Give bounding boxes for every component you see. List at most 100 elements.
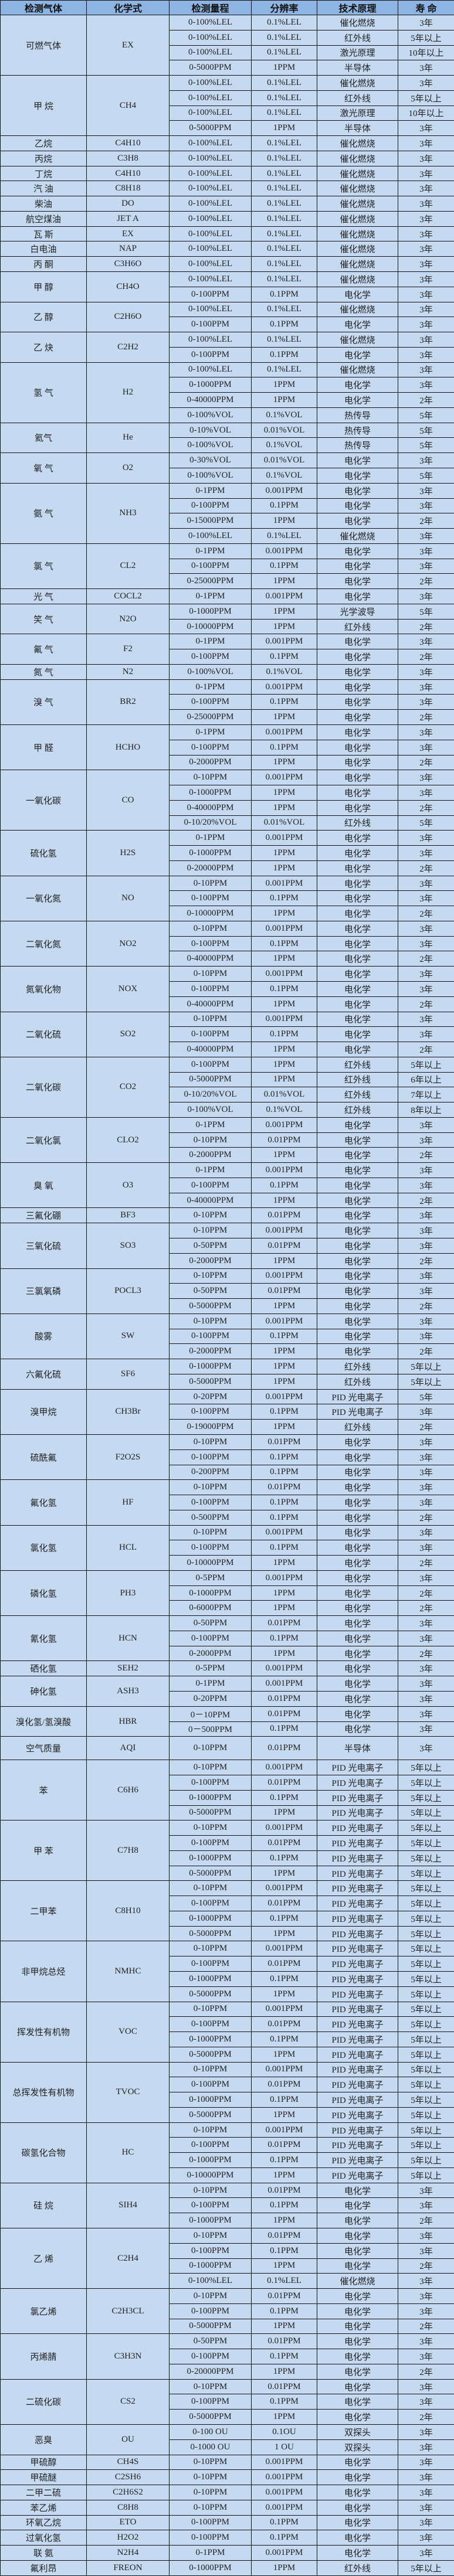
lifetime-cell: 5年	[398, 604, 454, 619]
range-cell: 0-5000PPM	[170, 1866, 252, 1881]
resolution-cell: 0.1PPM	[252, 1027, 317, 1042]
principle-cell: 电化学	[317, 2379, 398, 2394]
resolution-cell: 0.001PPM	[252, 1223, 317, 1238]
principle-cell: 催化燃烧	[317, 181, 398, 196]
range-cell: 0-10PPM	[170, 1012, 252, 1027]
resolution-cell: 1PPM	[252, 1374, 317, 1389]
range-cell: 0-2000PPM	[170, 1646, 252, 1661]
principle-cell: 电化学	[317, 982, 398, 997]
range-cell: 0-1PPM	[170, 831, 252, 846]
lifetime-cell: 2年	[398, 2213, 454, 2228]
gas-name-cell: 苯乙烯	[1, 2500, 87, 2515]
lifetime-cell: 8年以上	[398, 1102, 454, 1118]
lifetime-cell: 3年	[398, 1012, 454, 1027]
principle-cell: PID 光电离子	[317, 2032, 398, 2047]
gas-name-cell: 硫化氢	[1, 831, 87, 876]
principle-cell: 电化学	[317, 1661, 398, 1676]
range-cell: 0-40000PPM	[170, 1042, 252, 1057]
gas-name-cell: 丙烷	[1, 151, 87, 166]
principle-cell: 电化学	[317, 800, 398, 815]
range-cell: 0-100%LEL	[170, 226, 252, 241]
principle-cell: 电化学	[317, 755, 398, 770]
lifetime-cell: 5年以上	[398, 1790, 454, 1805]
formula-cell: C6H6	[87, 1760, 170, 1820]
gas-name-cell: 氧 气	[1, 453, 87, 484]
formula-cell: CL2	[87, 543, 170, 588]
range-cell: 0-1PPM	[170, 483, 252, 498]
resolution-cell: 0.01%VOL	[252, 453, 317, 468]
principle-cell: 电化学	[317, 1631, 398, 1646]
lifetime-cell: 2年	[398, 1299, 454, 1314]
formula-cell: VOC	[87, 2002, 170, 2062]
resolution-cell: 0.001PPM	[252, 921, 317, 936]
range-cell: 0-10PPM	[170, 876, 252, 891]
resolution-cell: 1PPM	[252, 2560, 317, 2575]
resolution-cell: 1PPM	[252, 1299, 317, 1314]
range-cell: 0-5000PPM	[170, 2047, 252, 2062]
gas-name-cell: 汽 油	[1, 181, 87, 196]
range-cell: 0-100 OU	[170, 2424, 252, 2439]
range-cell: 0-100%LEL	[170, 211, 252, 226]
range-cell: 0-10PPM	[170, 2455, 252, 2470]
formula-cell: HC	[87, 2122, 170, 2183]
lifetime-cell: 2年	[398, 1510, 454, 1525]
resolution-cell: 0.1PPM	[252, 982, 317, 997]
range-cell: 0-1000PPM	[170, 785, 252, 801]
resolution-cell: 1PPM	[252, 785, 317, 801]
range-cell: 0-100%LEL	[170, 196, 252, 212]
resolution-cell: 0.01PPM	[252, 1775, 317, 1791]
range-cell: 0-100%LEL	[170, 106, 252, 121]
lifetime-cell: 3年	[398, 332, 454, 348]
range-cell: 0-1000PPM	[170, 1911, 252, 1926]
gas-name-cell: 氯化氢	[1, 1525, 87, 1570]
resolution-cell: 0.1%LEL	[252, 529, 317, 544]
lifetime-cell: 3年	[398, 226, 454, 241]
gas-name-cell: 二氧化氮	[1, 921, 87, 966]
formula-cell: CH3Br	[87, 1389, 170, 1434]
principle-cell: PID 光电离子	[317, 1926, 398, 1941]
principle-cell: 电化学	[317, 846, 398, 861]
lifetime-cell: 3年	[398, 1329, 454, 1344]
resolution-cell: 0.1PPM	[252, 1510, 317, 1525]
principle-cell: 电化学	[317, 2394, 398, 2410]
lifetime-cell: 3年	[398, 2243, 454, 2258]
range-cell: 0-15000PPM	[170, 513, 252, 529]
lifetime-cell: 3年	[398, 891, 454, 906]
principle-cell: 激光原理	[317, 45, 398, 60]
principle-cell: PID 光电离子	[317, 2153, 398, 2168]
principle-cell: PID 光电离子	[317, 2002, 398, 2017]
gas-name-cell: 航空煤油	[1, 211, 87, 226]
principle-cell: 电化学	[317, 1223, 398, 1238]
principle-cell: 催化燃烧	[317, 362, 398, 377]
range-cell: 0-2000PPM	[170, 1148, 252, 1163]
gas-name-cell: 六氟化硫	[1, 1359, 87, 1390]
resolution-cell: 0.1PPM	[252, 695, 317, 710]
lifetime-cell: 3年	[398, 1480, 454, 1495]
formula-cell: SIH4	[87, 2183, 170, 2228]
lifetime-cell: 3年	[398, 498, 454, 513]
resolution-cell: 1PPM	[252, 2047, 317, 2062]
range-cell: 0-10PPM	[170, 770, 252, 785]
gas-name-cell: 硅 烷	[1, 2183, 87, 2228]
resolution-cell: 0.1PPM	[252, 1495, 317, 1510]
principle-cell: 催化燃烧	[317, 241, 398, 257]
resolution-cell: 1PPM	[252, 1601, 317, 1616]
resolution-cell: 0.01%VOL	[252, 815, 317, 831]
range-cell: 0-100PPM	[170, 649, 252, 665]
resolution-cell: 0.001PPM	[252, 1163, 317, 1178]
resolution-cell: 0.1%VOL	[252, 468, 317, 483]
range-cell: 0-100PPM	[170, 1449, 252, 1465]
lifetime-cell: 3年	[398, 846, 454, 861]
principle-cell: 电化学	[317, 2289, 398, 2304]
resolution-cell: 1PPM	[252, 1148, 317, 1163]
resolution-cell: 1PPM	[252, 1057, 317, 1072]
principle-cell: 电化学	[317, 1676, 398, 1692]
